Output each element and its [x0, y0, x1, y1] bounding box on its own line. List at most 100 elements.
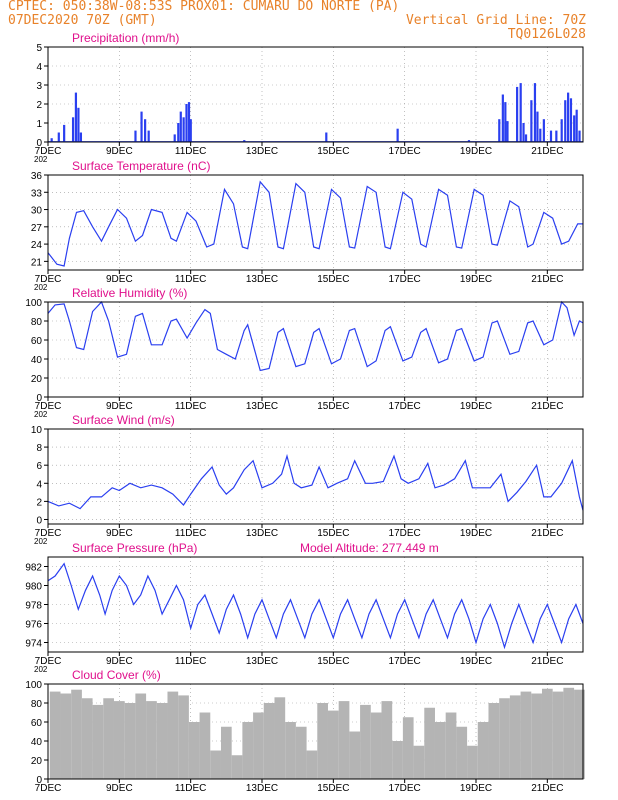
- header-model-id: TQ0126L028: [507, 27, 586, 42]
- cloud-bar: [402, 717, 414, 779]
- x-year-label: 202: [34, 410, 48, 419]
- y-tick-label: 100: [25, 298, 42, 309]
- precip-bar: [134, 130, 137, 142]
- cloud-bar: [488, 703, 500, 779]
- y-tick-label: 0: [36, 515, 42, 526]
- y-tick-label: 0: [36, 775, 42, 786]
- cloud-bar: [467, 745, 478, 779]
- y-tick-label: 8: [36, 443, 42, 454]
- precip-bar: [524, 134, 528, 142]
- y-tick-label: 0: [36, 393, 42, 404]
- x-tick-label: 7DEC: [35, 146, 62, 157]
- panel-frame: [47, 46, 584, 143]
- x-tick-label: 19DEC: [460, 656, 492, 667]
- cloud-bar: [445, 712, 457, 779]
- x-tick-label: 11DEC: [175, 656, 207, 667]
- cloud-bar: [392, 741, 403, 779]
- panel-annotation: Model Altitude: 277.449 m: [300, 541, 439, 555]
- cloud-bar: [124, 703, 136, 779]
- precip-bar: [396, 128, 399, 142]
- x-tick-label: 15DEC: [317, 146, 349, 157]
- x-tick-label: 7DEC: [35, 274, 62, 285]
- cloud-bar: [81, 698, 93, 779]
- precip-bar: [177, 123, 180, 142]
- x-year-label: 202: [34, 155, 48, 164]
- cloud-bar: [242, 722, 254, 779]
- y-tick-label: 10: [31, 425, 43, 436]
- series-line-4: [47, 453, 584, 511]
- precip-bar: [57, 132, 60, 142]
- x-year-label: 202: [34, 537, 48, 546]
- cloud-bar: [49, 691, 61, 779]
- panel-frame: [47, 301, 584, 398]
- precip-bar: [147, 130, 150, 142]
- x-tick-label: 21DEC: [531, 656, 563, 667]
- cloud-bar: [477, 722, 489, 779]
- precip-bar: [578, 130, 581, 142]
- y-tick-label: 30: [31, 206, 43, 217]
- x-tick-label: 19DEC: [460, 401, 492, 412]
- precip-bar: [140, 111, 143, 142]
- x-tick-label: 13DEC: [246, 783, 278, 794]
- precip-bar: [530, 100, 533, 142]
- header-grid-line: Vertical Grid Line: 70Z: [405, 13, 586, 28]
- x-tick-label: 11DEC: [175, 783, 207, 794]
- y-tick-label: 60: [31, 336, 43, 347]
- x-tick-label: 17DEC: [389, 274, 421, 285]
- precip-bar: [501, 94, 504, 142]
- y-tick-label: 5: [36, 43, 42, 54]
- precip-bar: [144, 119, 147, 142]
- precip-bar: [555, 130, 558, 142]
- cloud-bar: [563, 687, 575, 779]
- precip-bar: [467, 140, 471, 142]
- y-tick-label: 974: [25, 639, 42, 650]
- cloud-bar: [370, 712, 382, 779]
- y-tick-label: 4: [36, 479, 42, 490]
- y-tick-label: 20: [31, 756, 43, 767]
- cloud-bar: [552, 691, 564, 779]
- precip-bar: [71, 117, 75, 142]
- y-tick-label: 4: [36, 62, 42, 73]
- cloud-bar: [71, 689, 82, 779]
- precip-bar: [325, 132, 328, 142]
- cloud-bar: [146, 701, 157, 779]
- x-tick-label: 9DEC: [106, 146, 133, 157]
- cloud-bar: [434, 722, 446, 779]
- cloud-bar: [531, 693, 542, 779]
- x-tick-label: 21DEC: [531, 146, 563, 157]
- precip-bar: [50, 138, 53, 142]
- x-tick-label: 11DEC: [175, 146, 207, 157]
- cloud-bar: [541, 688, 553, 779]
- cloud-bar: [413, 745, 425, 779]
- x-tick-label: 7DEC: [35, 528, 62, 539]
- precip-bar: [498, 119, 501, 142]
- cloud-bar: [424, 707, 435, 779]
- panel-title: Surface Pressure (hPa): [72, 541, 197, 555]
- precip-bar: [189, 119, 192, 142]
- cloud-bar: [188, 722, 200, 779]
- cloud-bar: [199, 712, 211, 779]
- cloud-bar: [520, 691, 532, 779]
- y-tick-label: 100: [25, 680, 42, 691]
- precip-bar: [506, 121, 509, 142]
- cloud-bar: [60, 693, 72, 779]
- y-tick-label: 27: [31, 223, 43, 234]
- y-tick-label: 2: [36, 100, 42, 111]
- x-tick-label: 9DEC: [106, 401, 133, 412]
- y-tick-label: 24: [31, 240, 43, 251]
- panel-frame: [47, 428, 584, 525]
- x-tick-label: 19DEC: [460, 783, 492, 794]
- precip-bar: [539, 128, 542, 142]
- header-date: 07DEC2020 70Z (GMT): [8, 13, 157, 28]
- series-line-5: [47, 562, 584, 650]
- x-tick-label: 7DEC: [35, 401, 62, 412]
- y-tick-label: 982: [25, 563, 42, 574]
- precip-bar: [173, 134, 176, 142]
- y-tick-label: 980: [25, 582, 42, 593]
- cloud-bar: [509, 695, 521, 779]
- panel-title: Precipitation (mm/h): [72, 31, 179, 45]
- x-year-label: 202: [34, 665, 48, 674]
- x-tick-label: 15DEC: [317, 656, 349, 667]
- x-tick-label: 17DEC: [389, 401, 421, 412]
- cloud-bar: [381, 701, 393, 779]
